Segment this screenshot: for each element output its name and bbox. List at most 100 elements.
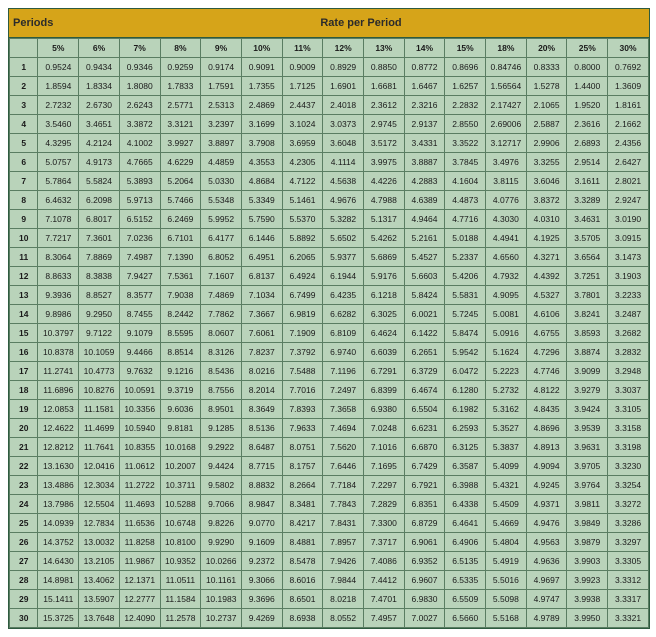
table-row: 2614.375213.003211.825810.81009.92909.16…	[10, 533, 649, 552]
value-cell: 8.3126	[201, 343, 242, 362]
value-cell: 6.2098	[79, 191, 120, 210]
value-cell: 11.1581	[79, 400, 120, 419]
title-periods: Periods	[9, 9, 73, 37]
value-cell: 0.8696	[445, 58, 486, 77]
value-cell: 5.3837	[486, 438, 527, 457]
value-cell: 8.4217	[282, 514, 323, 533]
value-cell: 3.3037	[608, 381, 649, 400]
value-cell: 5.2064	[160, 172, 201, 191]
value-cell: 5.3162	[486, 400, 527, 419]
period-cell: 30	[10, 609, 38, 628]
value-cell: 7.3658	[323, 400, 364, 419]
value-cell: 9.4424	[201, 457, 242, 476]
value-cell: 0.8333	[526, 58, 567, 77]
value-cell: 9.1609	[241, 533, 282, 552]
value-cell: 4.9747	[526, 590, 567, 609]
value-cell: 7.3792	[282, 343, 323, 362]
value-cell: 2.2832	[445, 96, 486, 115]
value-cell: 3.9279	[567, 381, 608, 400]
value-cell: 2.5771	[160, 96, 201, 115]
value-cell: 5.3893	[119, 172, 160, 191]
value-cell: 3.4976	[486, 153, 527, 172]
value-cell: 6.3025	[363, 305, 404, 324]
value-cell: 4.8696	[526, 419, 567, 438]
value-cell: 7.7843	[323, 495, 364, 514]
value-cell: 5.6603	[404, 267, 445, 286]
period-cell: 7	[10, 172, 38, 191]
value-cell: 8.5595	[160, 324, 201, 343]
table-row: 21.85941.83341.80801.78331.75911.73551.7…	[10, 77, 649, 96]
value-cell: 6.7499	[282, 286, 323, 305]
value-cell: 3.12717	[486, 134, 527, 153]
value-cell: 8.5436	[201, 362, 242, 381]
value-cell: 4.7296	[526, 343, 567, 362]
value-cell: 2.9247	[608, 191, 649, 210]
value-cell: 5.0188	[445, 229, 486, 248]
value-cell: 2.6730	[79, 96, 120, 115]
value-cell: 3.7251	[567, 267, 608, 286]
value-cell: 12.0416	[79, 457, 120, 476]
value-cell: 2.9745	[363, 115, 404, 134]
value-cell: 7.8237	[241, 343, 282, 362]
value-cell: 5.7466	[160, 191, 201, 210]
period-cell: 12	[10, 267, 38, 286]
value-cell: 4.9095	[486, 286, 527, 305]
value-cell: 6.9607	[404, 571, 445, 590]
value-cell: 3.9631	[567, 438, 608, 457]
value-cell: 2.9137	[404, 115, 445, 134]
value-cell: 3.7801	[567, 286, 608, 305]
value-cell: 9.1079	[119, 324, 160, 343]
column-header: 9%	[201, 39, 242, 58]
value-cell: 6.2469	[160, 210, 201, 229]
value-cell: 5.8474	[445, 324, 486, 343]
value-cell: 2.4869	[241, 96, 282, 115]
column-header: 8%	[160, 39, 201, 58]
value-cell: 4.4226	[363, 172, 404, 191]
value-cell: 5.5824	[79, 172, 120, 191]
value-cell: 4.4873	[445, 191, 486, 210]
value-cell: 13.1630	[38, 457, 79, 476]
value-cell: 8.1757	[282, 457, 323, 476]
value-cell: 5.4321	[486, 476, 527, 495]
value-cell: 9.6036	[160, 400, 201, 419]
value-cell: 5.3527	[486, 419, 527, 438]
value-cell: 7.3667	[241, 305, 282, 324]
value-cell: 4.8435	[526, 400, 567, 419]
value-cell: 11.0511	[160, 571, 201, 590]
value-cell: 6.4906	[445, 533, 486, 552]
value-cell: 1.6467	[404, 77, 445, 96]
value-cell: 3.3255	[526, 153, 567, 172]
value-cell: 5.8424	[404, 286, 445, 305]
value-cell: 7.1390	[160, 248, 201, 267]
table-row: 2814.898113.406212.137111.051110.11619.3…	[10, 571, 649, 590]
table-row: 2313.488612.303411.272210.37119.58028.88…	[10, 476, 649, 495]
value-cell: 8.3649	[241, 400, 282, 419]
value-cell: 6.9061	[404, 533, 445, 552]
value-cell: 3.9938	[567, 590, 608, 609]
value-cell: 1.6901	[323, 77, 364, 96]
value-cell: 7.9038	[160, 286, 201, 305]
value-cell: 6.1944	[323, 267, 364, 286]
value-cell: 8.6501	[282, 590, 323, 609]
value-cell: 4.3271	[526, 248, 567, 267]
value-cell: 9.2922	[201, 438, 242, 457]
period-cell: 23	[10, 476, 38, 495]
value-cell: 10.6748	[160, 514, 201, 533]
value-cell: 9.3719	[160, 381, 201, 400]
value-cell: 6.9380	[363, 400, 404, 419]
period-cell: 1	[10, 58, 38, 77]
value-cell: 9.7122	[79, 324, 120, 343]
value-cell: 4.6229	[160, 153, 201, 172]
value-cell: 5.4262	[363, 229, 404, 248]
value-cell: 8.2664	[282, 476, 323, 495]
value-cell: 4.0310	[526, 210, 567, 229]
value-cell: 5.1317	[363, 210, 404, 229]
value-cell: 9.4466	[119, 343, 160, 362]
value-cell: 4.6755	[526, 324, 567, 343]
value-cell: 4.9173	[79, 153, 120, 172]
value-cell: 3.3872	[119, 115, 160, 134]
value-cell: 2.69006	[486, 115, 527, 134]
value-cell: 6.1280	[445, 381, 486, 400]
table-row: 1912.085311.158110.33569.60368.95018.364…	[10, 400, 649, 419]
value-cell: 6.7101	[160, 229, 201, 248]
